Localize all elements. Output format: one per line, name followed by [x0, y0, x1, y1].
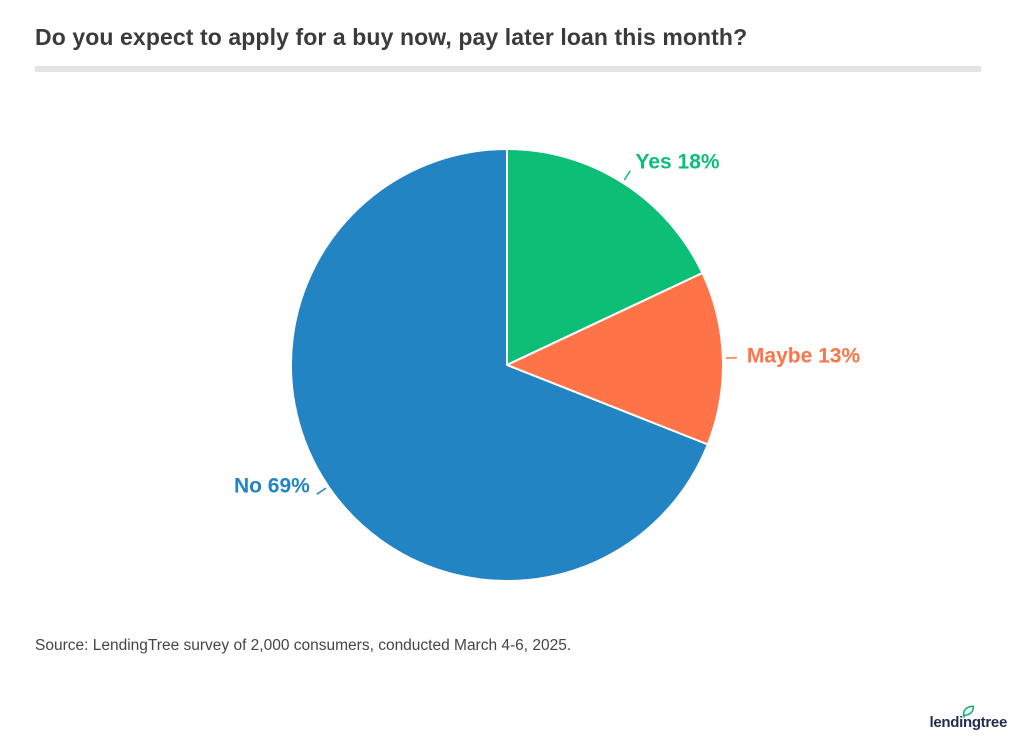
pie-label-yes: Yes 18% — [636, 151, 720, 174]
pie-label-maybe: Maybe 13% — [747, 345, 861, 368]
pie-slice-yes — [506, 148, 704, 366]
leaf-icon — [963, 705, 975, 718]
pie-slice-maybe — [506, 272, 724, 446]
pie-label-leader — [623, 170, 631, 181]
source-note: Source: LendingTree survey of 2,000 cons… — [35, 637, 572, 654]
pie-slice-no — [289, 148, 709, 582]
pie-label-no: No 69% — [234, 475, 310, 498]
title-divider — [35, 66, 981, 72]
pie-label-leader — [316, 487, 327, 495]
page-title: Do you expect to apply for a buy now, pa… — [35, 24, 748, 50]
lendingtree-logo: lendingtree — [929, 705, 1007, 738]
logo-text: lendingtree — [929, 714, 1007, 731]
